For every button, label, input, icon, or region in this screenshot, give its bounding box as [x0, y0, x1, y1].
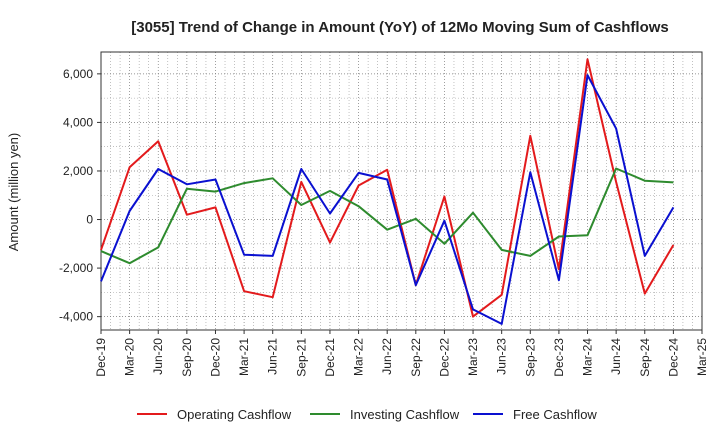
- y-tick-label: 2,000: [63, 164, 93, 178]
- legend-label: Operating Cashflow: [177, 407, 292, 422]
- x-tick-label: Dec-24: [666, 338, 680, 377]
- x-tick-label: Jun-20: [151, 338, 165, 375]
- x-tick-label: Jun-24: [609, 338, 623, 375]
- chart-title: [3055] Trend of Change in Amount (YoY) o…: [131, 19, 669, 36]
- x-tick-label: Mar-21: [237, 338, 251, 376]
- axis-layer: -4,000 -2,000 0 2,000 4,000 6,000 Dec-19 Mar-20…: [59, 51, 709, 377]
- series-line-free-cashflow: [100, 74, 675, 325]
- x-tick-label: Dec-21: [323, 338, 337, 377]
- x-tick-label: Sep-22: [409, 338, 423, 377]
- series-line-operating-cashflow: [100, 58, 675, 318]
- grid-layer: [100, 52, 703, 330]
- legend: Operating Cashflow Investing Cashflow Free…: [137, 407, 597, 422]
- x-tick-label: Mar-22: [352, 338, 366, 376]
- y-tick-label: 6,000: [63, 67, 93, 81]
- x-tick-label: Jun-21: [266, 338, 280, 375]
- series-line-investing-cashflow: [100, 167, 674, 265]
- x-tick-label: Jun-22: [380, 338, 394, 375]
- x-tick-label: Dec-22: [437, 338, 451, 377]
- x-tick-label: Mar-20: [123, 338, 137, 376]
- x-tick-label: Dec-23: [552, 338, 566, 377]
- x-tick-label: Dec-20: [208, 338, 222, 377]
- x-tick-label: Mar-24: [581, 338, 595, 376]
- plot-frame: [100, 51, 703, 331]
- x-tick-label: Sep-23: [523, 338, 537, 377]
- y-tick-label: 4,000: [63, 115, 93, 129]
- x-tick-label: Jun-23: [495, 338, 509, 375]
- x-tick-label: Sep-20: [180, 338, 194, 377]
- plot-area: [101, 52, 702, 330]
- y-tick-label: -4,000: [59, 310, 93, 324]
- y-axis-label: Amount (million yen): [6, 133, 21, 252]
- y-tick-label: -2,000: [59, 261, 93, 275]
- series-layer: [100, 58, 675, 325]
- legend-label: Free Cashflow: [513, 407, 597, 422]
- x-tick-label: Sep-21: [294, 338, 308, 377]
- x-tick-label: Dec-19: [94, 338, 108, 377]
- x-tick-label: Mar-23: [466, 338, 480, 376]
- x-tick-label: Sep-24: [638, 338, 652, 377]
- x-tick-label: Mar-25: [695, 338, 709, 376]
- y-tick-label: 0: [86, 213, 93, 227]
- legend-label: Investing Cashflow: [350, 407, 460, 422]
